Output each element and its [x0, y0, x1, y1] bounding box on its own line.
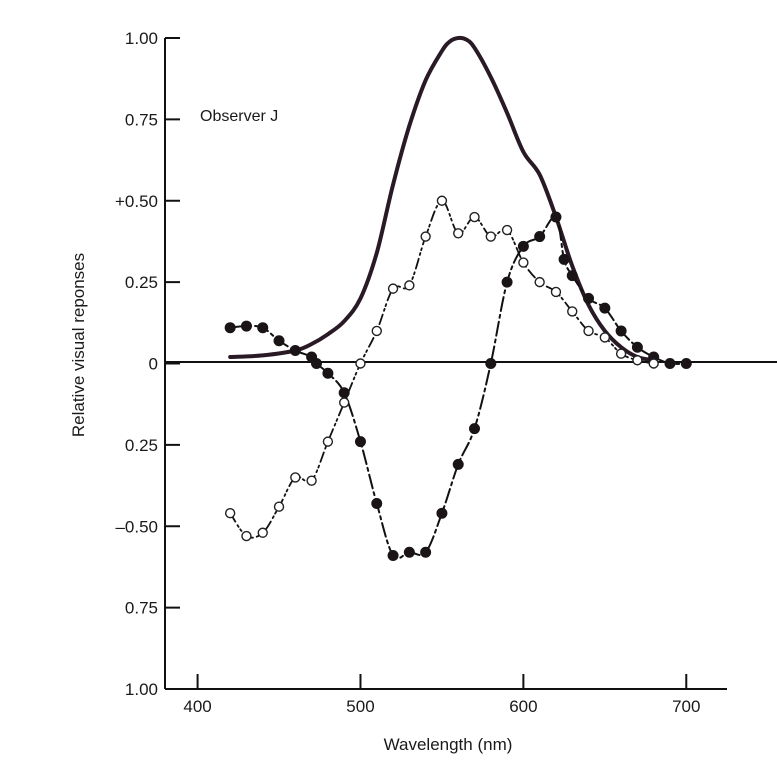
x-tick-label: 500	[346, 697, 374, 716]
series-1-point	[485, 358, 497, 369]
series-1-point	[338, 387, 350, 399]
series-1-point	[501, 276, 513, 288]
series-2-point	[534, 276, 545, 288]
series-1-point	[680, 358, 692, 369]
x-tick-label: 400	[183, 697, 211, 716]
y-tick-label: 1.00	[125, 680, 158, 699]
series-1-point	[664, 358, 676, 369]
series-2-point	[583, 325, 594, 337]
series-1-point	[240, 320, 252, 332]
y-tick-label: –0.50	[115, 517, 158, 536]
x-axis-title: Wavelength (nm)	[384, 735, 513, 754]
series-2-point	[387, 283, 399, 294]
series-1-point	[583, 292, 595, 304]
series-1-point	[224, 322, 236, 334]
series-1-point	[631, 341, 643, 353]
series-2-point	[290, 472, 301, 483]
y-tick-label: 1.00	[125, 29, 158, 48]
series-2-point	[501, 224, 513, 236]
series-2-point	[257, 527, 268, 538]
series-1-point	[387, 550, 399, 562]
series-1-point	[257, 322, 269, 334]
series-2-point	[469, 211, 480, 223]
x-tick-label: 600	[509, 697, 537, 716]
series-2-point	[322, 436, 334, 447]
series-1-point	[566, 270, 578, 282]
series-1-point	[534, 231, 546, 243]
series-2-point	[371, 325, 382, 337]
series-1-point	[420, 546, 432, 558]
series-1-point	[550, 211, 562, 223]
y-tick-label: 0.75	[125, 599, 158, 618]
series-1-point	[436, 507, 448, 519]
series-2-point	[550, 286, 562, 298]
y-tick-label: 0.25	[125, 273, 158, 292]
series-1-point	[310, 358, 322, 369]
series-1-point	[599, 302, 611, 314]
y-axis-ticks: 1.00 0.75 +0.50 0.25 0 0.25 –0.50 0.75 1.00	[115, 29, 180, 699]
series-2-point	[338, 397, 350, 408]
series-2-point	[485, 231, 496, 242]
series-2-point	[224, 508, 236, 519]
series-1-point	[558, 253, 570, 265]
y-tick-label: 0	[149, 355, 158, 374]
series-2-point	[599, 332, 611, 343]
series-0-line	[228, 35, 656, 363]
y-tick-label: 0.75	[125, 110, 158, 129]
series-2-point	[648, 358, 659, 369]
series-2-point	[615, 348, 627, 359]
series-1-point	[354, 436, 366, 448]
series-1-point	[403, 546, 415, 558]
y-axis-title: Relative visual reponses	[69, 253, 88, 437]
series-1-point	[273, 335, 285, 347]
series-1-point	[289, 344, 301, 356]
series-2-point	[436, 195, 448, 206]
x-axis-ticks: 400 500 600 700	[183, 674, 700, 716]
x-tick-label: 700	[672, 697, 700, 716]
series-2-point	[306, 475, 317, 486]
series-markers	[224, 195, 692, 562]
y-tick-label: +0.50	[115, 192, 158, 211]
series-1-point	[452, 458, 464, 470]
series-1-point	[517, 240, 529, 252]
series-2-point	[567, 306, 578, 317]
series-2-point	[241, 530, 252, 542]
y-tick-label: 0.25	[125, 436, 158, 455]
series-1-point	[322, 367, 334, 379]
series-1-point	[469, 423, 481, 435]
series-2-point	[273, 501, 285, 512]
series-2-point	[404, 280, 415, 291]
series-2-point	[518, 257, 529, 268]
series-2-point	[420, 231, 431, 242]
series-1-point	[371, 497, 383, 509]
observer-annotation: Observer J	[200, 108, 278, 125]
series-2-point	[453, 228, 464, 239]
series-2-point	[632, 355, 643, 366]
series-1-point	[615, 325, 627, 337]
series-2-point	[355, 358, 366, 369]
